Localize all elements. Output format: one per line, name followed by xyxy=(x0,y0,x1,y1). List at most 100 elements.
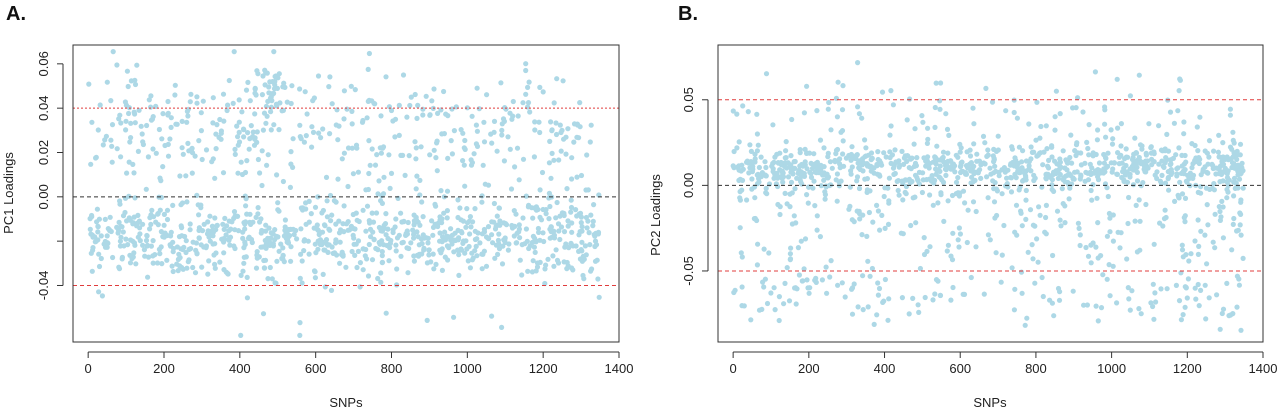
panel-b-data-point xyxy=(888,160,894,166)
panel-a-data-point xyxy=(274,258,280,264)
panel-b-data-point xyxy=(919,113,925,119)
panel-b-data-point xyxy=(1133,202,1139,208)
panel-a-data-point xyxy=(147,226,153,232)
panel-a-data-point xyxy=(349,121,355,127)
panel-a-data-point xyxy=(276,248,282,254)
panel-a-data-point xyxy=(268,127,274,133)
panel-a-data-point xyxy=(248,221,254,227)
panel-a-data-point xyxy=(279,108,285,114)
panel-a-data-point xyxy=(386,258,392,264)
panel-a-data-point xyxy=(369,210,375,216)
panel-b-data-point xyxy=(762,276,769,282)
panel-b-data-point xyxy=(1077,242,1083,249)
panel-b-data-point xyxy=(1118,230,1124,236)
panel-a-data-point xyxy=(328,287,335,293)
panel-a-data-point xyxy=(463,224,469,230)
panel-b-data-point xyxy=(1127,171,1133,177)
panel-a-x-axis: 0 200 400 600 800 1000 1200 1400 xyxy=(85,351,633,376)
panel-a-data-point xyxy=(564,186,570,192)
panel-a-data-point xyxy=(505,134,511,140)
panel-a-data-point xyxy=(116,219,122,225)
panel-b-data-point xyxy=(885,221,892,227)
panel-a-data-point xyxy=(523,226,530,232)
panel-b-data-point xyxy=(754,217,760,224)
panel-a-data-point xyxy=(551,232,558,238)
panel-a-data-point xyxy=(396,102,402,108)
panel-b-data-point xyxy=(801,266,807,272)
panel-a-data-point xyxy=(341,203,347,209)
panel-a-data-point xyxy=(511,164,518,170)
panel-a-data-point xyxy=(222,236,228,242)
panel-b-data-point xyxy=(756,164,763,171)
panel-a-data-point xyxy=(412,139,418,145)
panel-a-data-point xyxy=(513,211,519,217)
panel-b-data-point xyxy=(879,212,885,218)
panel-b-data-point xyxy=(1206,138,1213,144)
panel-b-data-point xyxy=(864,176,871,182)
panel-a-data-point xyxy=(272,280,278,286)
panel-b-data-point xyxy=(1202,148,1208,154)
panel-a-data-point xyxy=(206,258,212,264)
panel-a-data-point xyxy=(95,229,101,235)
panel-b-data-point xyxy=(998,279,1004,285)
panel-b-data-point xyxy=(984,174,990,180)
panel-b-data-point xyxy=(1051,188,1057,194)
panel-b-data-point xyxy=(1134,249,1140,255)
panel-b-data-point xyxy=(1173,282,1179,288)
panel-b-data-point xyxy=(867,188,873,194)
panel-a-data-point xyxy=(243,87,250,93)
panel-a-data-point xyxy=(427,112,433,118)
panel-b-data-point xyxy=(985,147,991,153)
panel-b-data-point xyxy=(1180,254,1186,260)
panel-a-data-point xyxy=(315,73,322,79)
panel-a-data-point xyxy=(225,271,231,277)
panel-b-data-point xyxy=(875,292,882,298)
panel-a-data-point xyxy=(290,136,296,142)
panel-b-data-point xyxy=(857,216,863,222)
panel-a-data-point xyxy=(587,139,593,145)
panel-b-data-point xyxy=(907,180,913,186)
panel-a-data-point xyxy=(568,197,574,203)
panel-a-data-point xyxy=(577,100,583,106)
panel-a-data-point xyxy=(449,106,455,112)
panel-a-data-point xyxy=(178,223,184,229)
panel-a-data-point xyxy=(310,129,317,135)
panel-a-data-point xyxy=(494,148,500,154)
panel-b-data-point xyxy=(781,301,787,307)
panel-a-data-point xyxy=(437,247,443,253)
panel-a-data-point xyxy=(475,230,481,236)
panel-b-data-point xyxy=(821,164,827,170)
panel-b-data-point xyxy=(1057,111,1063,117)
panel-a-data-point xyxy=(305,238,311,244)
panel-a-data-point xyxy=(169,263,175,269)
panel-a-data-point xyxy=(303,133,309,139)
panel-b-data-point xyxy=(1022,322,1028,328)
panel-b-data-point xyxy=(1159,172,1165,178)
panel-a-data-point xyxy=(379,193,385,199)
panel-b-data-point xyxy=(730,163,736,169)
panel-b-data-point xyxy=(969,174,975,180)
panel-a-data-point xyxy=(150,260,156,266)
panel-b-data-point xyxy=(1192,238,1198,244)
panel-a-data-point xyxy=(480,162,486,168)
panel-b-data-point xyxy=(1136,306,1142,312)
panel-b-data-point xyxy=(1240,255,1246,261)
panel-b-data-point xyxy=(1196,243,1202,249)
panel-a-data-point xyxy=(431,147,437,153)
panel-b-data-point xyxy=(903,177,909,183)
panel-a-data-point xyxy=(551,263,557,269)
panel-b-data-point xyxy=(849,144,855,150)
panel-a-data-point xyxy=(520,215,526,221)
panel-a-data-point xyxy=(235,228,242,234)
panel-a-data-point xyxy=(377,241,383,247)
panel-a-data-point xyxy=(115,230,121,236)
panel-a-data-point xyxy=(510,98,516,105)
panel-b-data-point xyxy=(800,173,807,179)
panel-a-data-point xyxy=(271,90,277,96)
panel-b-data-point xyxy=(1046,157,1052,163)
panel-b-data-point xyxy=(1219,310,1225,317)
panel-b-data-point xyxy=(870,219,876,225)
panel-b-data-point xyxy=(835,282,841,288)
panel-a-y-axis: -0.040.000.020.040.06 xyxy=(36,51,64,300)
panel-b-data-point xyxy=(963,171,970,177)
